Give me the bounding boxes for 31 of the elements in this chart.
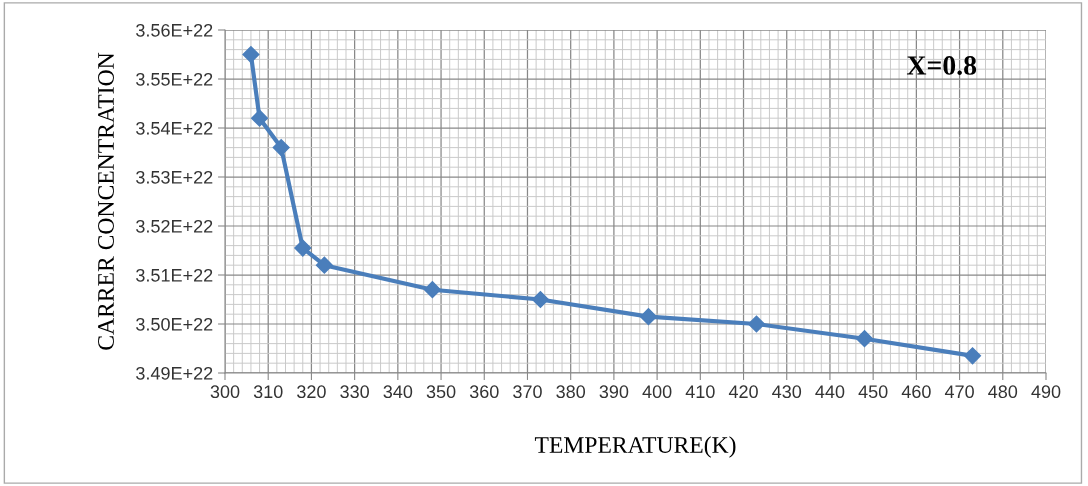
x-tick-label: 300	[210, 385, 240, 399]
y-axis-title: CARRER CONCENTRATION	[98, 52, 114, 350]
y-tick-label: 3.49E+22	[136, 366, 213, 380]
y-tick-label: 3.56E+22	[136, 23, 213, 37]
x-tick-label: 330	[340, 385, 369, 399]
x-tick-label: 310	[253, 385, 283, 399]
x-tick-label: 410	[685, 385, 715, 399]
x-tick-label: 380	[556, 385, 586, 399]
x-tick-label: 360	[469, 385, 499, 399]
y-tick-label: 3.53E+22	[136, 170, 213, 184]
x-tick-label: 400	[642, 385, 672, 399]
y-tick-label: 3.50E+22	[136, 317, 213, 331]
x-tick-label: 320	[297, 385, 326, 399]
x-tick-label: 340	[383, 385, 413, 399]
y-tick-label: 3.51E+22	[136, 268, 213, 282]
x-tick-label: 440	[815, 385, 845, 399]
x-tick-label: 470	[944, 385, 974, 399]
x-tick-label: 490	[1031, 385, 1061, 399]
x-tick-label: 480	[988, 385, 1018, 399]
x-axis-title: TEMPERATURE(K)	[534, 436, 736, 458]
x-tick-label: 450	[858, 385, 888, 399]
y-tick-label: 3.54E+22	[136, 121, 213, 135]
x-tick-label: 420	[728, 385, 758, 399]
y-tick-label: 3.55E+22	[136, 72, 213, 86]
x-tick-label: 460	[901, 385, 931, 399]
x-tick-label: 390	[599, 385, 629, 399]
annotation: X=0.8	[906, 56, 977, 75]
y-tick-label: 3.52E+22	[136, 219, 213, 233]
x-tick-label: 350	[426, 385, 456, 399]
x-tick-label: 430	[772, 385, 802, 399]
x-tick-label: 370	[513, 385, 542, 399]
